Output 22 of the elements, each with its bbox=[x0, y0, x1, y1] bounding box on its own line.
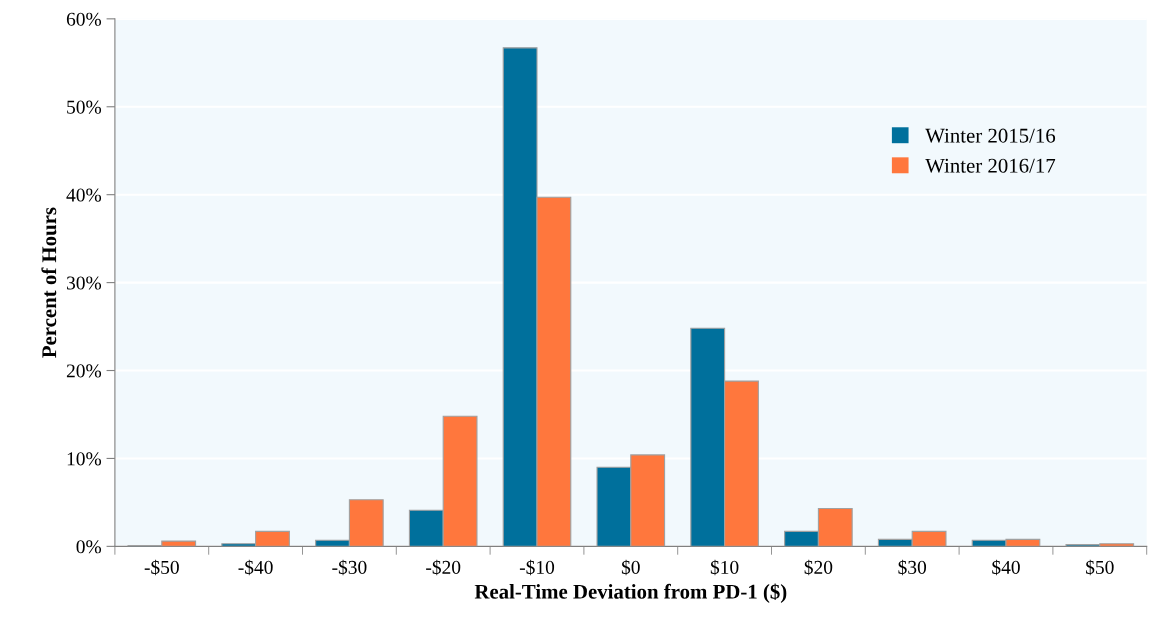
legend-label: Winter 2016/17 bbox=[925, 158, 1056, 173]
x-tick-label: $0 bbox=[621, 559, 640, 576]
x-tick-label: -$10 bbox=[519, 559, 555, 576]
y-tick-label: 60% bbox=[66, 12, 102, 26]
y-tick-label: 0% bbox=[76, 540, 102, 554]
x-tick-label: $50 bbox=[1086, 559, 1114, 576]
y-axis-title: Percent of Hours bbox=[41, 207, 57, 358]
legend-label: Winter 2015/16 bbox=[925, 128, 1056, 143]
x-axis-title: Real-Time Deviation from PD-1 ($) bbox=[474, 583, 787, 603]
x-tick-label: -$50 bbox=[144, 559, 179, 576]
x-tick-label: $20 bbox=[804, 559, 833, 576]
y-tick-label: 40% bbox=[66, 188, 102, 202]
y-tick-label: 10% bbox=[67, 452, 102, 466]
x-tick-label: -$30 bbox=[332, 559, 367, 576]
x-tick-label: $30 bbox=[898, 559, 927, 576]
x-tick-label: -$20 bbox=[426, 559, 461, 576]
x-tick-label: -$40 bbox=[238, 559, 273, 576]
y-tick-label: 20% bbox=[66, 364, 102, 378]
x-tick-label: $10 bbox=[710, 559, 739, 576]
x-tick-label: $40 bbox=[992, 559, 1020, 576]
y-tick-label: 50% bbox=[67, 100, 102, 114]
y-tick-label: 30% bbox=[66, 276, 102, 290]
